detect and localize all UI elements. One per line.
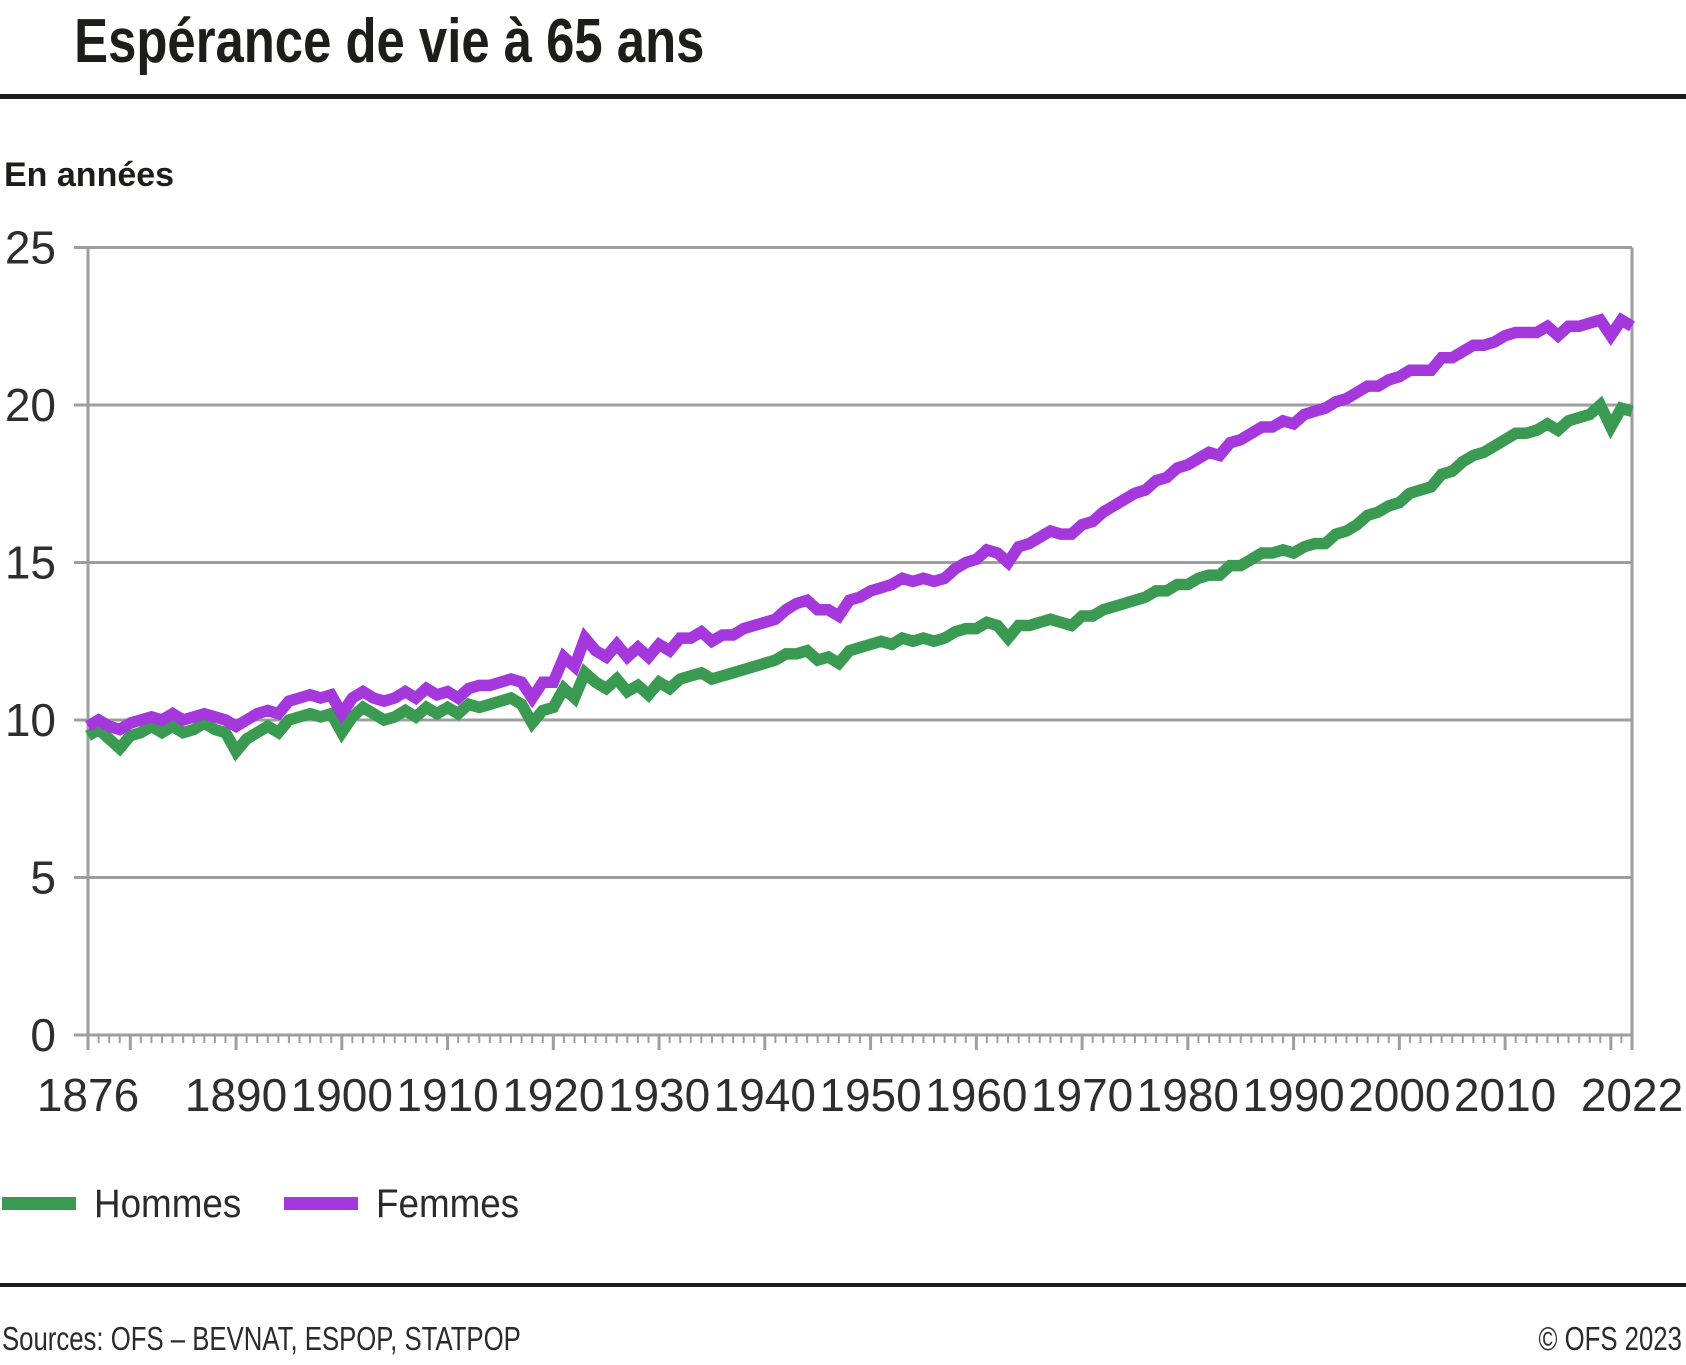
svg-text:2022: 2022 [1581,1069,1683,1121]
svg-text:1980: 1980 [1137,1069,1239,1121]
svg-text:1920: 1920 [502,1069,604,1121]
svg-text:1940: 1940 [714,1069,816,1121]
x-axis-ticks-labels: 1876 1890 1900 1910 1920 1930 1940 1950 1960 1970… [37,1035,1683,1121]
svg-text:2010: 2010 [1454,1069,1556,1121]
femmes-series-line [85,312,1635,736]
y-gridlines [88,246,1632,879]
legend-label-femmes: Femmes [376,1182,520,1226]
svg-text:20: 20 [5,379,56,431]
footer-copyright: © OFS 2023 [1538,1320,1682,1357]
hommes-series-line [85,395,1634,762]
svg-text:10: 10 [5,694,56,746]
page-title: Espérance de vie à 65 ans [74,7,705,76]
svg-text:1960: 1960 [925,1069,1027,1121]
svg-text:1930: 1930 [608,1069,710,1121]
footer-sources: Sources: OFS – BEVNAT, ESPOP, STATPOP [2,1320,521,1357]
svg-text:2000: 2000 [1348,1069,1450,1121]
legend-label-hommes: Hommes [94,1182,242,1226]
plot-frame [86,247,1634,1037]
legend-swatch-femmes [284,1197,358,1210]
svg-text:1990: 1990 [1242,1069,1344,1121]
svg-text:1950: 1950 [819,1069,921,1121]
svg-text:15: 15 [5,537,56,589]
footer-divider [0,1283,1686,1287]
y-axis-unit-label: En années [4,156,175,194]
svg-text:1970: 1970 [1031,1069,1133,1121]
svg-text:1900: 1900 [291,1069,393,1121]
svg-text:25: 25 [5,222,56,274]
svg-text:5: 5 [30,852,56,904]
legend: Hommes Femmes [0,1182,1686,1226]
svg-text:1890: 1890 [185,1069,287,1121]
title-divider [0,94,1686,99]
svg-text:1876: 1876 [37,1069,139,1121]
svg-text:0: 0 [30,1009,56,1061]
y-axis-ticks-labels: 0 5 10 15 20 25 [5,222,88,1061]
legend-swatch-hommes [2,1197,76,1210]
svg-text:1910: 1910 [396,1069,498,1121]
